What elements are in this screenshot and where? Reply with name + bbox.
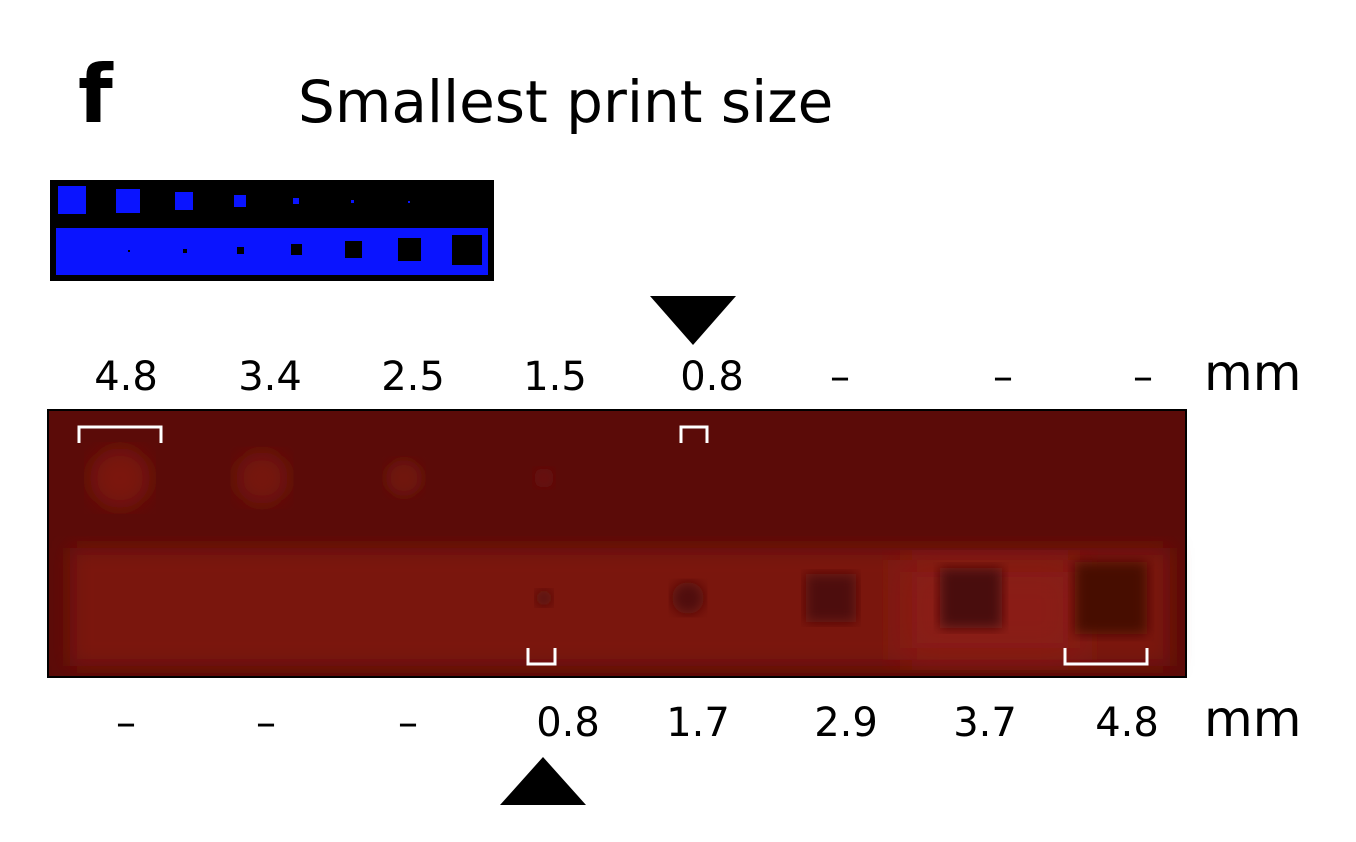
size-label: 3.4 bbox=[238, 354, 302, 400]
size-label: 1.7 bbox=[666, 700, 730, 746]
size-label: – bbox=[256, 700, 276, 746]
size-label: – bbox=[398, 700, 418, 746]
size-label: 0.8 bbox=[680, 354, 744, 400]
size-label: – bbox=[830, 354, 850, 400]
panel-label: f bbox=[78, 48, 114, 141]
size-label: 2.5 bbox=[381, 354, 445, 400]
size-label: 3.7 bbox=[953, 700, 1017, 746]
size-label: 4.8 bbox=[94, 354, 158, 400]
print-photo bbox=[47, 409, 1187, 678]
title: Smallest print size bbox=[298, 68, 833, 136]
marker-down bbox=[650, 296, 736, 345]
unit-label: mm bbox=[1204, 690, 1301, 748]
size-label: 1.5 bbox=[523, 354, 587, 400]
size-label: 4.8 bbox=[1095, 700, 1159, 746]
size-label: – bbox=[993, 354, 1013, 400]
pattern-design bbox=[50, 180, 494, 281]
size-label: – bbox=[116, 700, 136, 746]
unit-label: mm bbox=[1204, 344, 1301, 402]
size-label: 0.8 bbox=[536, 700, 600, 746]
marker-up bbox=[500, 757, 586, 805]
size-label: – bbox=[1133, 354, 1153, 400]
size-label: 2.9 bbox=[814, 700, 878, 746]
